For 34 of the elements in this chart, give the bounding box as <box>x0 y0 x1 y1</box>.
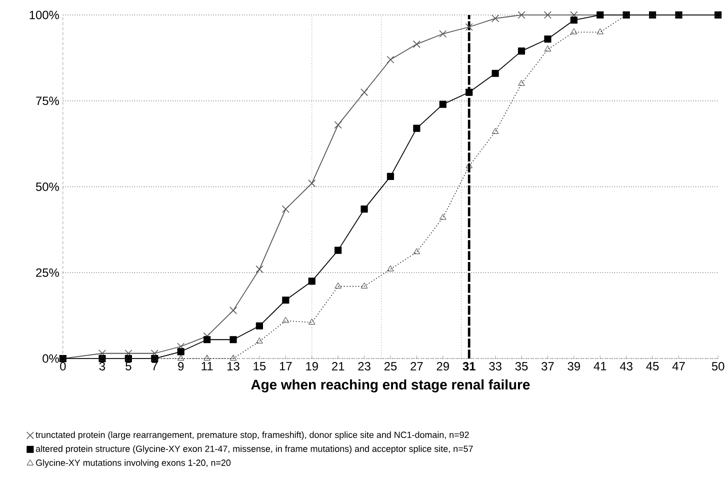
x-tick-label: 13 <box>228 362 240 370</box>
x-tick-label: 3 <box>99 362 106 370</box>
x-tick-label: 23 <box>358 362 370 370</box>
x-tick-label: 19 <box>306 362 318 370</box>
x-tick-label: 17 <box>280 362 292 370</box>
x-tick-label: 7 <box>152 362 158 370</box>
x-tick-label: 9 <box>178 362 184 370</box>
x-tick-label: 41 <box>594 362 606 370</box>
legend-label: altered protein structure (Glycine-XY exon 21-47, missense, in frame mutations) and acceptor splice site, n=57 <box>36 445 473 454</box>
legend-label: trunctated protein (large rearrangement, premature stop, frameshift), donor splice site and NC1-domain, n=92 <box>36 431 469 440</box>
y-tick-label: 50% <box>36 182 59 191</box>
y-tick-label: 0% <box>42 354 59 363</box>
x-tick-label: 15 <box>254 362 266 370</box>
x-tick-label: 29 <box>436 362 449 370</box>
x-axis-title: Age when reaching end stage renal failure <box>251 379 530 392</box>
x-tick-label: 27 <box>410 362 423 370</box>
x-tick-label: 39 <box>568 362 580 370</box>
x-tick-label: 0 <box>60 362 66 370</box>
x-tick-label: 47 <box>672 362 685 370</box>
y-tick-label: 100% <box>30 10 59 20</box>
legend-label: Glycine-XY mutations involving exons 1-20, n=20 <box>36 459 231 468</box>
x-tick-label: 37 <box>542 362 554 370</box>
x-tick-label: 50 <box>712 362 724 370</box>
x-tick-label: 21 <box>332 362 344 370</box>
x-tick-label: 33 <box>489 362 502 370</box>
x-tick-label: 31 <box>462 362 476 370</box>
x-tick-label: 25 <box>384 362 397 370</box>
x-tick-label: 45 <box>646 362 659 370</box>
x-tick-label: 11 <box>202 362 213 370</box>
x-tick-label: 5 <box>126 362 132 370</box>
x-tick-label: 43 <box>620 362 632 370</box>
x-tick-label: 35 <box>515 362 528 370</box>
y-tick-label: 75% <box>36 96 59 105</box>
y-tick-label: 25% <box>36 268 59 277</box>
